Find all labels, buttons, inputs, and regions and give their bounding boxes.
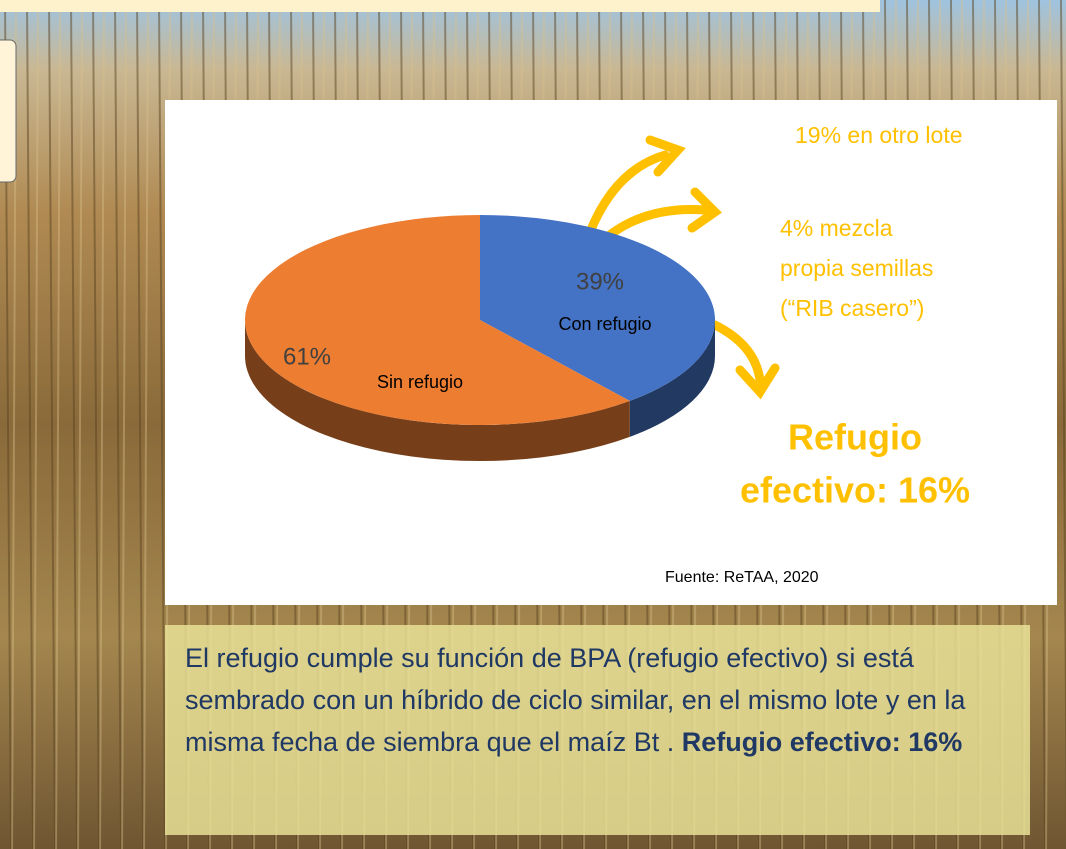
annotation: propia semillas xyxy=(780,255,933,281)
side-box xyxy=(0,40,16,182)
caption-bold: Refugio efectivo: 16% xyxy=(682,727,963,757)
annotation: 19% en otro lote xyxy=(795,122,963,148)
category-label: Con refugio xyxy=(558,314,651,334)
value-label: 39% xyxy=(576,268,624,295)
page: Fuente: ReTAA, 2020 39% Con refugio 61% Sin… xyxy=(0,0,1066,849)
annotation: Refugio xyxy=(788,417,922,458)
source: Fuente: ReTAA, 2020 xyxy=(665,569,819,586)
annotation: 4% mezcla xyxy=(780,215,893,241)
value-label: 61% xyxy=(283,343,331,370)
annotation: (“RIB casero”) xyxy=(780,295,924,321)
top-bar xyxy=(0,0,880,12)
annotation: efectivo: 16% xyxy=(740,470,970,511)
category-label: Sin refugio xyxy=(377,372,463,392)
caption: El refugio cumple su función de BPA (ref… xyxy=(165,625,1030,835)
